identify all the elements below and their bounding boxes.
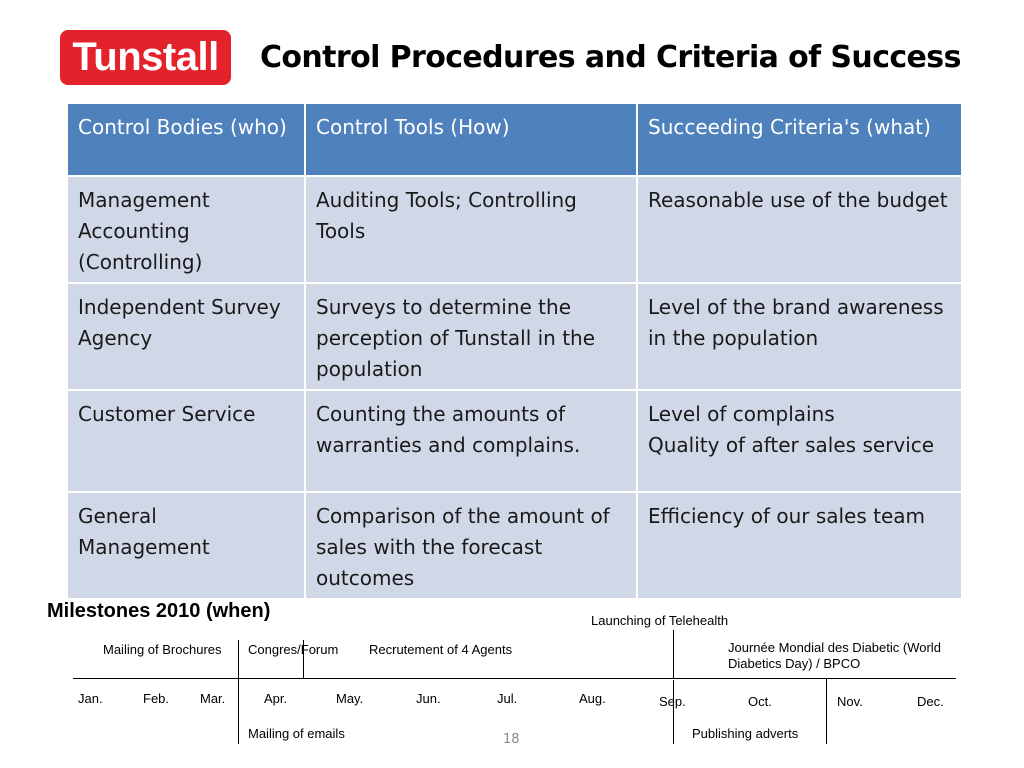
- table-cell: Level of the brand awareness in the popu…: [638, 284, 961, 391]
- table-row: Customer Service Counting the amounts of…: [68, 391, 961, 493]
- month-label: Jul.: [497, 691, 518, 706]
- tunstall-logo: Tunstall: [60, 30, 231, 85]
- table-cell: Efficiency of our sales team: [638, 493, 961, 598]
- table-row: Independent Survey Agency Surveys to det…: [68, 284, 961, 391]
- timeline-marker-september-top: [673, 630, 674, 678]
- month-label: Sep.: [659, 694, 686, 709]
- event-label: Recrutement of 4 Agents: [369, 642, 513, 657]
- table-row: General Management Comparison of the amo…: [68, 493, 961, 598]
- timeline-axis: [73, 678, 956, 679]
- control-table: Control Bodies (who) Control Tools (How)…: [68, 104, 961, 598]
- timeline-marker-march: [238, 640, 239, 744]
- milestones-title: Milestones 2010 (when): [47, 600, 271, 622]
- month-label: Jun.: [416, 691, 441, 706]
- table-cell: Comparison of the amount of sales with t…: [306, 493, 638, 598]
- event-label: Journée Mondial des Diabetic (World Diab…: [728, 640, 941, 671]
- event-label: Congres/Forum: [248, 642, 339, 657]
- table-cell: Customer Service: [68, 391, 306, 493]
- table-cell: Level of complains Quality of after sale…: [638, 391, 961, 493]
- table-cell: Management Accounting (Controlling): [68, 177, 306, 284]
- timeline-marker-april: [303, 640, 304, 678]
- table-cell: General Management: [68, 493, 306, 598]
- month-label: Feb.: [143, 691, 170, 706]
- event-label: Launching of Telehealth: [591, 613, 729, 628]
- event-label: Mailing of Brochures: [103, 642, 222, 657]
- table-header-row: Control Bodies (who) Control Tools (How)…: [68, 104, 961, 177]
- event-label: Mailing of emails: [248, 726, 345, 741]
- month-label: Mar.: [200, 691, 226, 706]
- month-label: Aug.: [579, 691, 606, 706]
- month-label: Oct.: [748, 694, 772, 709]
- table-cell: Surveys to determine the perception of T…: [306, 284, 638, 391]
- header-cell: Control Tools (How): [306, 104, 638, 177]
- logo-text: Tunstall: [72, 35, 219, 79]
- page-number: 18: [503, 732, 520, 747]
- timeline-marker-november: [826, 678, 827, 744]
- month-label: Dec.: [917, 694, 944, 709]
- table-row: Management Accounting (Controlling) Audi…: [68, 177, 961, 284]
- timeline-marker-september-bottom: [673, 680, 674, 744]
- table-cell: Reasonable use of the budget: [638, 177, 961, 284]
- slide-title: Control Procedures and Criteria of Succe…: [260, 40, 961, 75]
- table-cell: Counting the amounts of warranties and c…: [306, 391, 638, 493]
- month-label: Apr.: [264, 691, 288, 706]
- month-label: Jan.: [78, 691, 103, 706]
- month-label: Nov.: [837, 694, 863, 709]
- table-cell: Independent Survey Agency: [68, 284, 306, 391]
- month-label: May.: [336, 691, 364, 706]
- event-label: Publishing adverts: [692, 726, 799, 741]
- table-cell: Auditing Tools; Controlling Tools: [306, 177, 638, 284]
- header-cell: Control Bodies (who): [68, 104, 306, 177]
- header-cell: Succeeding Criteria's (what): [638, 104, 961, 177]
